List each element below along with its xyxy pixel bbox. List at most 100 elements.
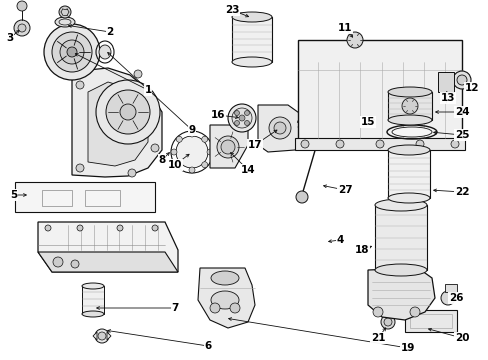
Circle shape [227, 104, 256, 132]
Ellipse shape [82, 311, 104, 317]
Circle shape [152, 225, 158, 231]
Text: 8: 8 [158, 155, 165, 165]
Circle shape [401, 98, 417, 114]
Circle shape [295, 191, 307, 203]
Polygon shape [297, 40, 461, 142]
Polygon shape [88, 82, 148, 166]
Circle shape [440, 291, 454, 305]
Text: 12: 12 [464, 83, 478, 93]
Text: 17: 17 [247, 140, 262, 150]
Circle shape [202, 136, 207, 142]
Ellipse shape [391, 127, 431, 137]
Bar [82, 286, 104, 314]
Circle shape [206, 149, 213, 155]
Ellipse shape [387, 115, 431, 125]
Text: 4: 4 [336, 235, 343, 245]
Bar [437, 72, 453, 92]
Polygon shape [209, 125, 247, 168]
Circle shape [120, 104, 136, 120]
Circle shape [229, 303, 240, 313]
Text: 26: 26 [448, 293, 462, 303]
Circle shape [95, 329, 109, 343]
Bar [387, 92, 431, 120]
Bar [387, 150, 429, 198]
Circle shape [209, 303, 220, 313]
Circle shape [151, 144, 159, 152]
Bar [374, 116, 392, 128]
Circle shape [335, 140, 343, 148]
Ellipse shape [217, 136, 239, 158]
Circle shape [244, 121, 249, 126]
Circle shape [117, 225, 123, 231]
Circle shape [134, 70, 142, 78]
Bar [444, 284, 456, 292]
Text: 24: 24 [454, 107, 468, 117]
Bar [85, 190, 120, 206]
Text: 23: 23 [224, 5, 239, 15]
Ellipse shape [176, 136, 207, 168]
Ellipse shape [210, 271, 239, 285]
Circle shape [18, 24, 26, 32]
Ellipse shape [231, 57, 271, 67]
Ellipse shape [99, 45, 111, 59]
Circle shape [45, 225, 51, 231]
Polygon shape [38, 222, 178, 272]
Text: 2: 2 [106, 27, 113, 37]
Bar [15, 182, 155, 212]
Ellipse shape [210, 291, 239, 309]
Text: 19: 19 [400, 343, 414, 353]
Circle shape [60, 40, 84, 64]
Polygon shape [72, 68, 162, 177]
Text: 18: 18 [354, 245, 368, 255]
Circle shape [234, 111, 239, 116]
Circle shape [415, 140, 423, 148]
Circle shape [14, 20, 30, 36]
Circle shape [151, 104, 159, 112]
Text: 1: 1 [144, 85, 151, 95]
Circle shape [176, 136, 182, 142]
Bar [294, 138, 464, 150]
Circle shape [59, 6, 71, 18]
Polygon shape [107, 332, 111, 340]
Circle shape [171, 149, 177, 155]
Ellipse shape [387, 193, 429, 203]
Circle shape [44, 24, 100, 80]
Circle shape [375, 140, 383, 148]
Ellipse shape [387, 87, 431, 97]
Text: 6: 6 [204, 341, 211, 351]
Circle shape [176, 162, 182, 168]
Text: 16: 16 [210, 110, 225, 120]
Text: 9: 9 [188, 125, 195, 135]
Circle shape [456, 75, 466, 85]
Bar [42, 190, 72, 206]
Ellipse shape [82, 283, 104, 289]
Circle shape [231, 108, 251, 128]
Circle shape [273, 122, 285, 134]
Ellipse shape [231, 12, 271, 22]
Polygon shape [38, 252, 178, 272]
Bar [409, 314, 451, 328]
Text: 21: 21 [370, 333, 385, 343]
Circle shape [189, 167, 195, 173]
Circle shape [355, 109, 367, 121]
Circle shape [98, 332, 106, 340]
Circle shape [375, 101, 383, 109]
Circle shape [383, 318, 391, 326]
Circle shape [17, 1, 27, 11]
Circle shape [128, 169, 136, 177]
Circle shape [301, 140, 308, 148]
Circle shape [452, 71, 470, 89]
Ellipse shape [268, 117, 290, 139]
Circle shape [409, 307, 419, 317]
Circle shape [346, 32, 362, 48]
Circle shape [77, 225, 83, 231]
Circle shape [76, 164, 84, 172]
Polygon shape [367, 268, 434, 320]
Circle shape [96, 80, 160, 144]
Polygon shape [93, 332, 97, 340]
Text: 11: 11 [337, 23, 351, 33]
Circle shape [189, 131, 195, 137]
Polygon shape [258, 105, 305, 152]
Circle shape [244, 111, 249, 116]
Text: 10: 10 [167, 160, 182, 170]
